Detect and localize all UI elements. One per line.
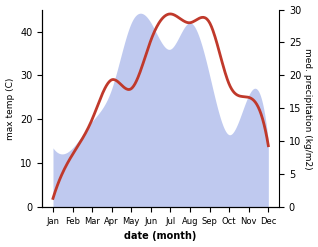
X-axis label: date (month): date (month) (124, 231, 197, 242)
Y-axis label: max temp (C): max temp (C) (5, 77, 15, 140)
Y-axis label: med. precipitation (kg/m2): med. precipitation (kg/m2) (303, 48, 313, 169)
